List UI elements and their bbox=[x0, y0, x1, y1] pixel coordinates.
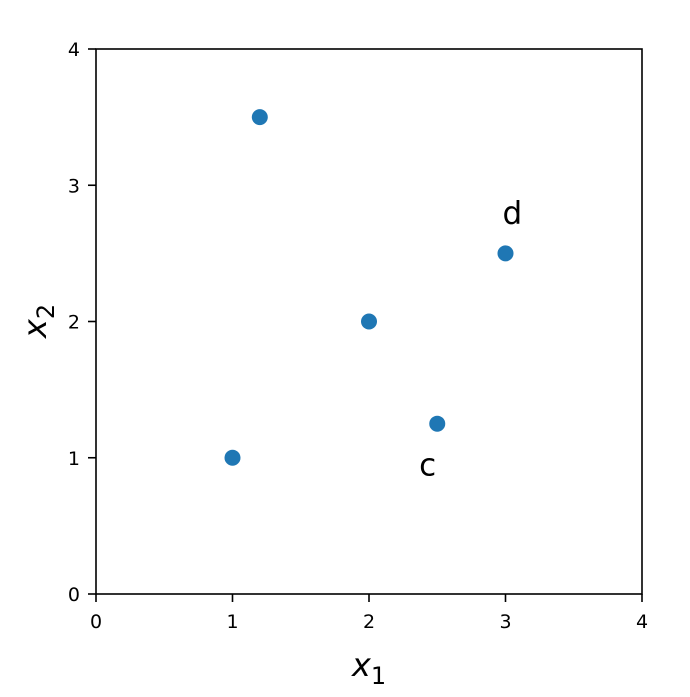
y-tick-label: 1 bbox=[68, 448, 80, 470]
x-tick-label: 2 bbox=[363, 611, 375, 633]
point-annotation-d: d bbox=[502, 196, 522, 232]
y-tick-label: 2 bbox=[68, 312, 80, 334]
x-axis-label: x1 bbox=[351, 646, 386, 690]
x-tick-label: 4 bbox=[636, 611, 648, 633]
scatter-point bbox=[497, 245, 514, 262]
x-axis-label-var: x bbox=[351, 646, 372, 684]
x-axis-label-sub: 1 bbox=[371, 662, 386, 690]
annotations-layer: dc bbox=[419, 196, 522, 484]
y-axis-label-sub: 2 bbox=[32, 304, 60, 319]
y-tick-label: 4 bbox=[68, 39, 80, 61]
x-tick-label: 3 bbox=[499, 611, 511, 633]
point-annotation-c: c bbox=[419, 448, 436, 484]
y-tick-label: 3 bbox=[68, 175, 80, 197]
y-axis-label: x2 bbox=[16, 304, 60, 339]
scatter-point bbox=[224, 449, 241, 466]
scatter-point bbox=[429, 415, 446, 432]
y-tick-label: 0 bbox=[68, 584, 80, 606]
y-axis-label-var: x bbox=[16, 318, 54, 339]
ticks-layer: 0 1 2 3 4 0 1 2 3 4 bbox=[68, 39, 648, 633]
x-tick-label: 1 bbox=[226, 611, 238, 633]
plot-frame bbox=[95, 48, 643, 595]
points-layer bbox=[224, 109, 514, 466]
scatter-point bbox=[251, 109, 268, 126]
scatter-point bbox=[361, 313, 377, 330]
x-tick-label: 0 bbox=[90, 611, 102, 633]
